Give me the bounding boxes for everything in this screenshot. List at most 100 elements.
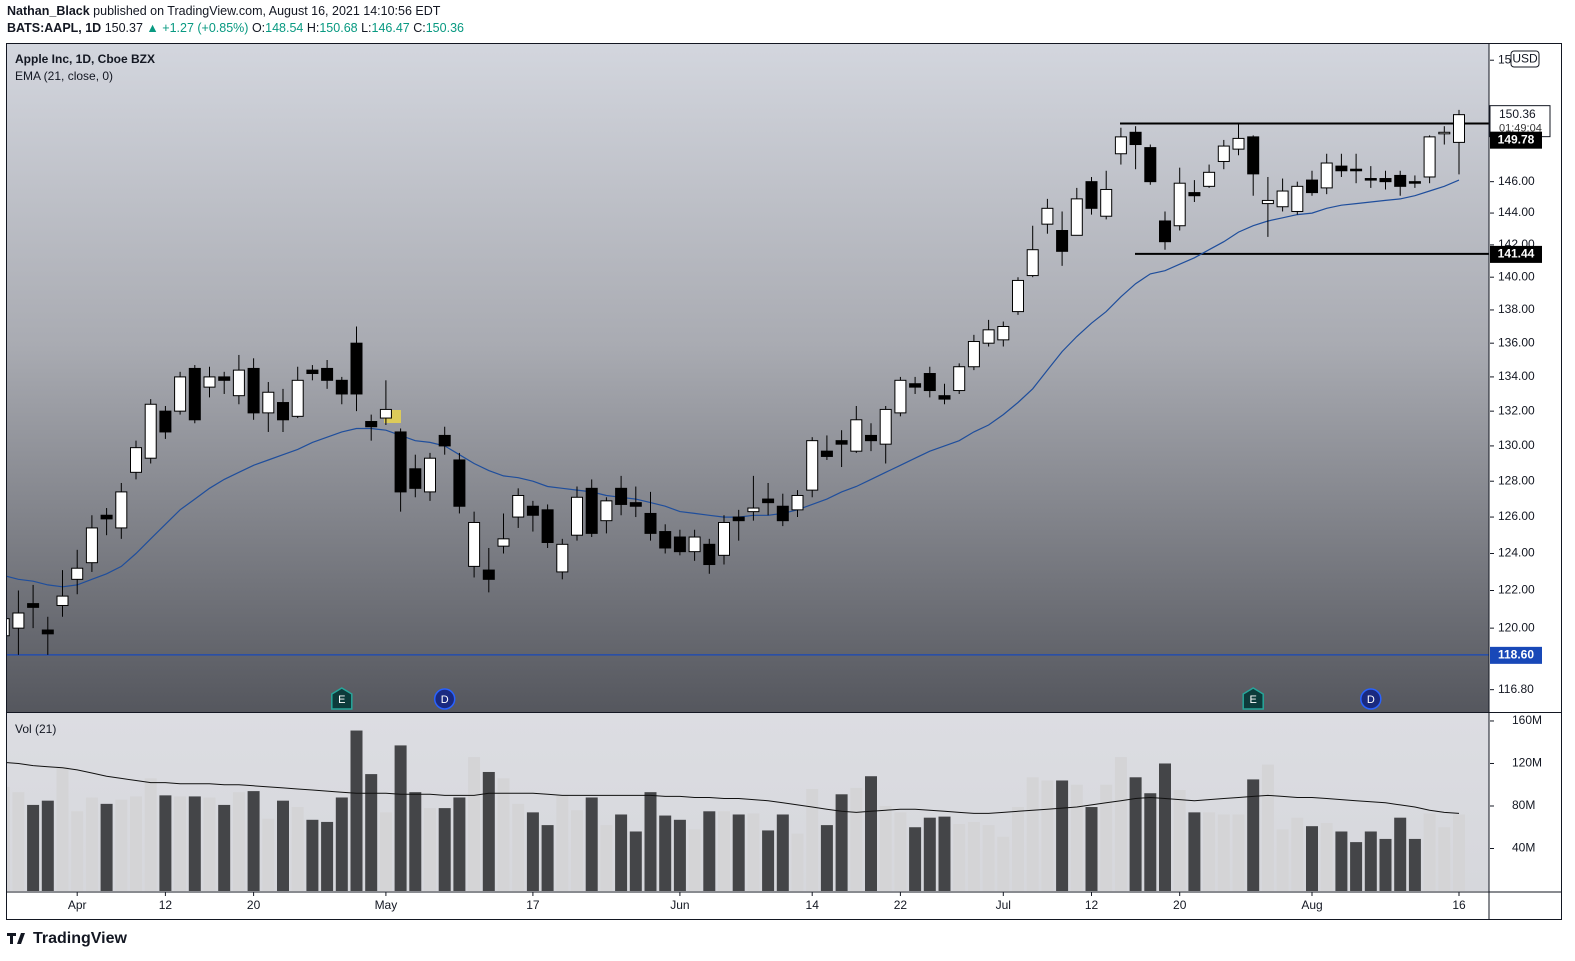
candle-body	[879, 408, 892, 445]
last-price-box	[1489, 105, 1551, 138]
level-label-box	[1490, 646, 1542, 664]
x-tick-label: 17	[526, 898, 540, 912]
y-tick-label: 140.00	[1498, 269, 1535, 283]
candle-body	[835, 440, 848, 445]
event-earnings	[331, 687, 353, 710]
x-tick-label: May	[375, 898, 398, 912]
volume-bar	[659, 815, 672, 891]
volume-bar	[188, 796, 201, 891]
volume-bar	[1159, 763, 1171, 891]
volume-bar	[174, 796, 187, 891]
candle-body	[1453, 114, 1465, 143]
candle-body	[688, 536, 701, 553]
c-value: 150.36	[426, 21, 464, 35]
candle-body	[1173, 182, 1186, 227]
volume-bar	[1100, 784, 1113, 891]
candle-body	[865, 434, 877, 442]
candle-body	[144, 403, 157, 459]
volume-bar	[1247, 779, 1260, 891]
volume-bar	[688, 829, 701, 891]
volume-bar	[673, 819, 686, 891]
volume-bar	[1232, 814, 1245, 891]
candle-body	[1394, 174, 1407, 187]
candle-body	[203, 376, 216, 388]
volume-bar	[967, 821, 980, 891]
volume-bar	[1291, 817, 1304, 891]
event-label: D	[441, 694, 449, 706]
volume-bar	[571, 810, 583, 891]
candle-body	[350, 342, 363, 395]
candle-body	[100, 514, 113, 520]
volume-bar	[7, 786, 10, 891]
volume-bar	[791, 833, 804, 891]
candle-body	[571, 496, 583, 536]
candle-body	[1026, 249, 1039, 277]
volume-bar	[497, 778, 510, 891]
volume-bar	[541, 825, 554, 891]
candle-body	[1144, 147, 1157, 183]
candle-body	[1100, 188, 1113, 217]
volume-bar	[1350, 842, 1363, 891]
volume-bar	[1188, 812, 1201, 891]
candle-body	[188, 367, 201, 421]
brand: TradingView	[7, 930, 128, 947]
volume-bar	[1056, 780, 1069, 891]
candle-body	[291, 379, 304, 417]
volume-bar	[526, 812, 539, 891]
l-label: L:	[361, 21, 371, 35]
candle-body	[1276, 190, 1289, 208]
event-label: E	[1250, 694, 1257, 706]
brand-name: TradingView	[33, 930, 128, 947]
volume-bar	[982, 825, 995, 891]
volume-layer	[7, 730, 1465, 891]
volume-bar	[1335, 831, 1348, 891]
candle-body	[468, 521, 481, 567]
candle-body	[556, 543, 569, 573]
axes-layer: 116.80 120.00 122.00 124.00 126.00 128.00 130.…	[6, 43, 1562, 920]
candle-body	[1085, 181, 1098, 209]
x-tick-label: 20	[1173, 898, 1187, 912]
candle-body	[247, 367, 260, 414]
pane-title: Apple Inc, 1D, Cboe BZX	[15, 52, 155, 66]
o-value: 148.54	[265, 21, 303, 35]
published: published on TradingView.com, August 16,…	[93, 4, 441, 18]
volume-bar	[41, 800, 54, 891]
volume-bar	[12, 792, 25, 891]
candle-body	[379, 408, 392, 419]
volume-bar	[144, 778, 157, 891]
volume-bar	[424, 808, 436, 891]
candle-body	[1261, 199, 1274, 205]
candle-body	[1379, 178, 1392, 183]
x-tick-label: 22	[894, 898, 908, 912]
x-tick-label: Apr	[68, 898, 87, 912]
x-tick-label: Jul	[996, 898, 1011, 912]
candle-body	[982, 329, 995, 344]
event-earnings	[1242, 687, 1264, 710]
last: 150.37	[105, 21, 143, 35]
y-tick-label: 128.00	[1498, 473, 1535, 487]
volume-bar	[835, 794, 848, 891]
y-tick-label: 130.00	[1498, 438, 1535, 452]
candle-body	[12, 612, 25, 629]
x-tick-label: 14	[806, 898, 820, 912]
candle-body	[644, 512, 657, 534]
volume-bar	[1394, 817, 1407, 891]
candle-body	[262, 391, 275, 414]
candle-body	[1438, 131, 1451, 135]
volume-bar	[291, 807, 304, 891]
logo-part	[10, 933, 13, 944]
volume-bar	[1453, 814, 1465, 891]
candle-body	[1070, 198, 1083, 236]
volume-bar	[71, 811, 84, 891]
volume-bar	[718, 811, 730, 891]
candle-body	[174, 376, 187, 412]
volume-bar	[1203, 812, 1216, 891]
volume-bar	[953, 824, 966, 891]
candle-body	[1012, 279, 1024, 313]
volume-bar	[394, 745, 407, 891]
y-tick-label: 138.00	[1498, 302, 1535, 316]
candle-body	[497, 538, 510, 547]
volume-bar	[321, 821, 334, 891]
volume-bar	[1276, 829, 1289, 891]
volume-bar	[1129, 777, 1142, 891]
